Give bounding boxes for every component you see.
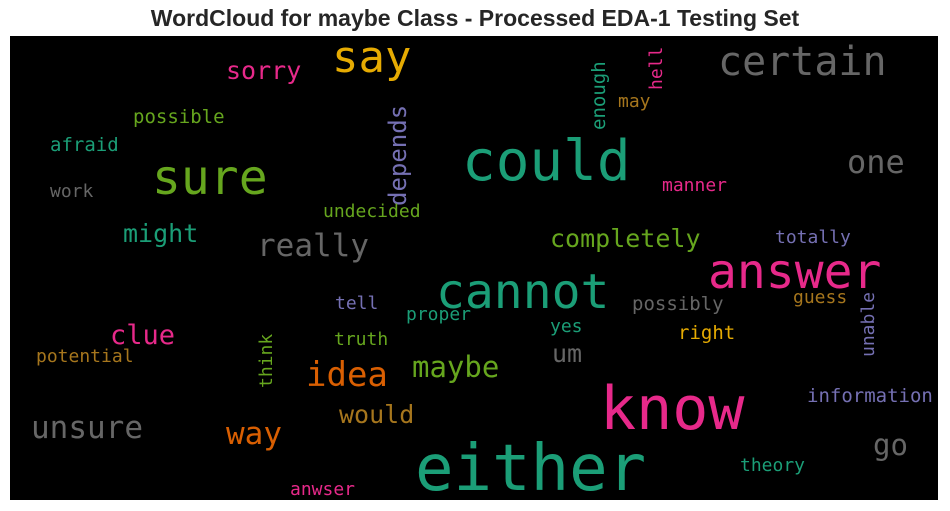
word-might: might bbox=[123, 219, 199, 248]
word-totally: totally bbox=[775, 227, 851, 248]
word-possible: possible bbox=[133, 106, 225, 128]
word-depends: depends bbox=[384, 104, 412, 206]
word-know: know bbox=[600, 374, 745, 444]
wordcloud-canvas: say certain sorry enough hell may possible depe… bbox=[10, 36, 938, 500]
word-say: say bbox=[332, 36, 412, 83]
word-yes: yes bbox=[550, 316, 583, 337]
word-afraid: afraid bbox=[50, 134, 119, 156]
word-completely: completely bbox=[550, 224, 701, 253]
word-go: go bbox=[873, 428, 908, 462]
word-think: think bbox=[256, 333, 277, 388]
word-work: work bbox=[50, 181, 94, 202]
word-could: could bbox=[462, 129, 631, 194]
word-way: way bbox=[226, 416, 282, 452]
word-really: really bbox=[257, 228, 369, 264]
word-information: information bbox=[807, 385, 933, 407]
chart-title: WordCloud for maybe Class - Processed ED… bbox=[150, 5, 800, 31]
word-sure: sure bbox=[152, 150, 268, 206]
word-idea: idea bbox=[306, 355, 388, 395]
word-cannot: cannot bbox=[436, 264, 610, 320]
word-truth: truth bbox=[334, 329, 389, 350]
word-anwser: anwser bbox=[290, 479, 356, 500]
word-unsure: unsure bbox=[31, 410, 143, 446]
word-manner: manner bbox=[662, 175, 728, 196]
word-clue: clue bbox=[110, 320, 176, 351]
word-guess: guess bbox=[793, 287, 848, 308]
word-answer: answer bbox=[708, 244, 882, 300]
word-one: one bbox=[847, 143, 905, 181]
word-right: right bbox=[678, 322, 736, 344]
word-may: may bbox=[618, 91, 651, 112]
word-hell: hell bbox=[646, 46, 667, 90]
word-would: would bbox=[339, 400, 415, 429]
word-sorry: sorry bbox=[226, 56, 302, 85]
word-tell: tell bbox=[335, 293, 379, 314]
word-either: either bbox=[415, 432, 647, 500]
word-maybe: maybe bbox=[412, 350, 500, 384]
word-proper: proper bbox=[406, 304, 472, 325]
word-um: um bbox=[552, 339, 583, 368]
word-potential: potential bbox=[36, 346, 134, 367]
word-undecided: undecided bbox=[323, 201, 421, 222]
word-enough: enough bbox=[588, 61, 610, 130]
word-possibly: possibly bbox=[632, 293, 724, 315]
word-unable: unable bbox=[858, 291, 879, 357]
word-theory: theory bbox=[740, 455, 806, 476]
word-certain: certain bbox=[718, 39, 887, 85]
